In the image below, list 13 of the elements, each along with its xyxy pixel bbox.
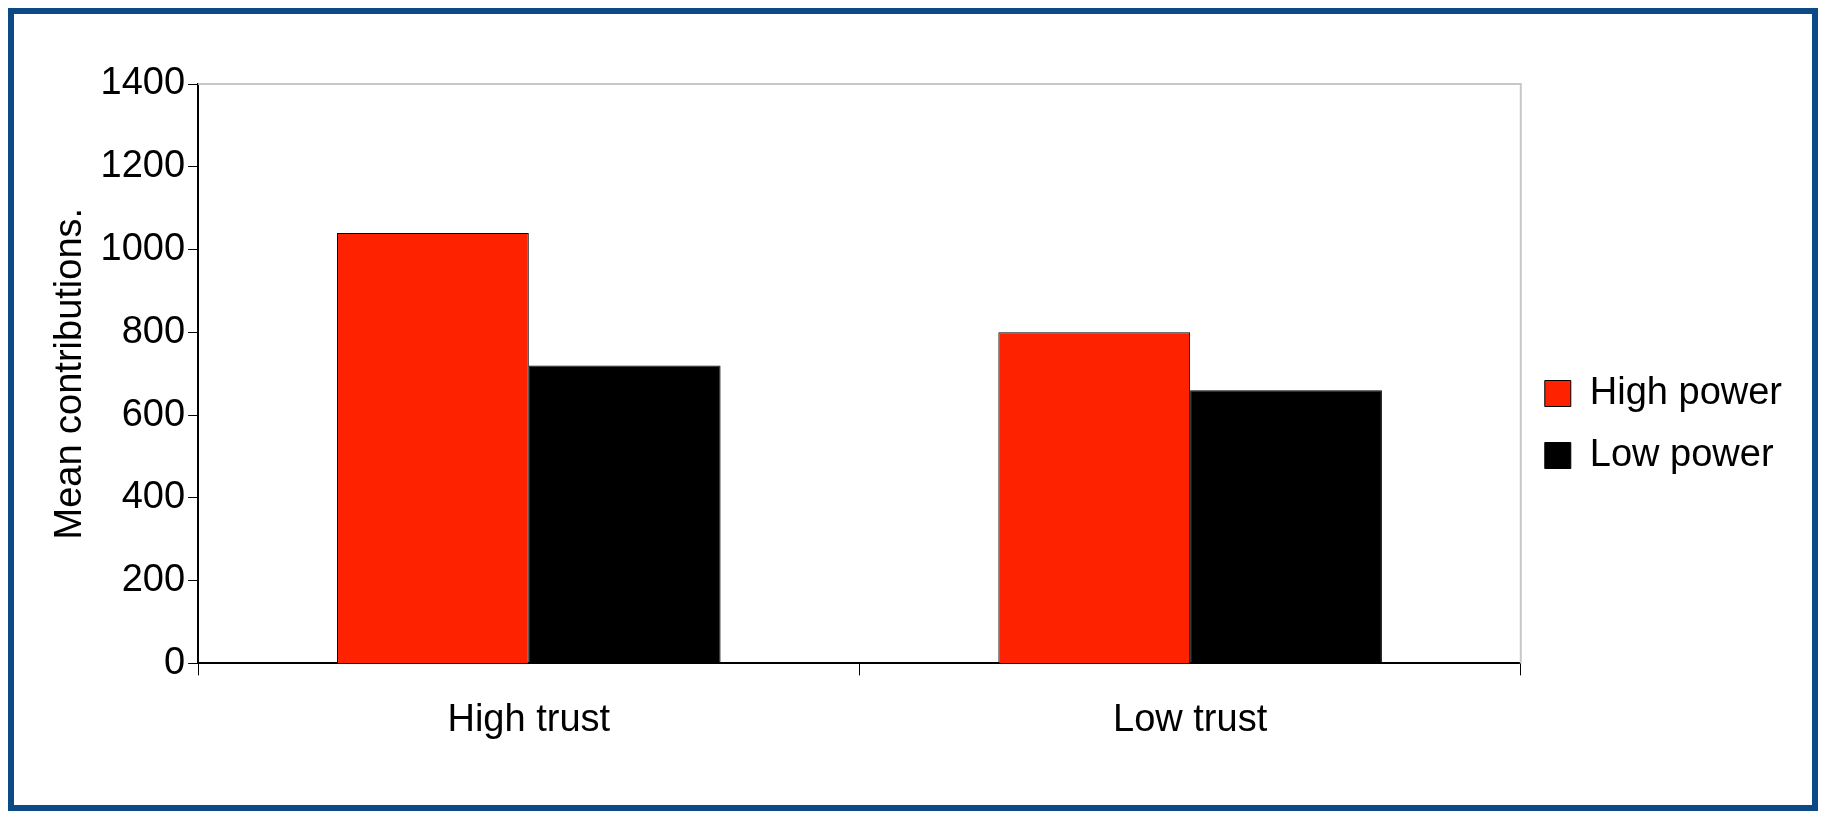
y-tick-label: 200 bbox=[121, 557, 186, 600]
x-tick-label: High trust bbox=[447, 696, 611, 739]
y-tick-label: 0 bbox=[163, 639, 186, 682]
y-tick-label: 1400 bbox=[100, 60, 186, 103]
y-tick-label: 1200 bbox=[100, 143, 186, 186]
legend-label: Low power bbox=[1589, 431, 1774, 474]
legend-label: High power bbox=[1589, 369, 1783, 412]
y-tick-label: 1000 bbox=[100, 226, 186, 269]
x-tick-label: Low trust bbox=[1113, 696, 1268, 739]
y-tick-label: 400 bbox=[121, 474, 186, 517]
y-tick-label: 600 bbox=[121, 391, 186, 434]
y-axis-title: Mean contributions. bbox=[47, 207, 90, 540]
y-tick-label: 800 bbox=[121, 308, 186, 351]
